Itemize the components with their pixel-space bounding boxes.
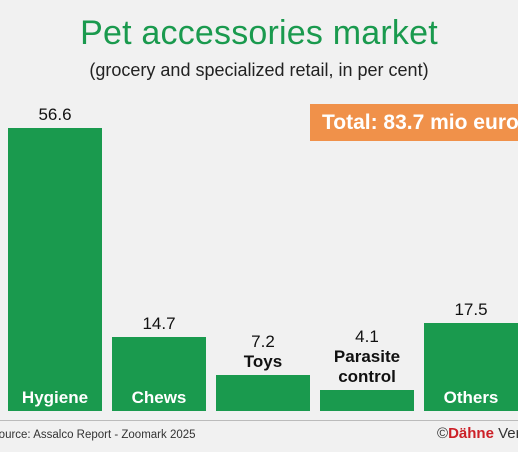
copyright-symbol: © [437, 425, 449, 442]
value-label-toys: 7.2 [251, 332, 275, 351]
category-label-toys: Toys [244, 352, 282, 371]
category-label-chews: Chews [132, 388, 187, 407]
source-note: Source: Assalco Report - Zoomark 2025 [0, 429, 196, 441]
value-label-others: 17.5 [454, 300, 487, 319]
bar-others [424, 323, 518, 411]
chart-subtitle: (grocery and specialized retail, in per … [89, 60, 429, 80]
category-label-others: Others [444, 388, 499, 407]
category-label-parasite-control-2: control [338, 367, 396, 386]
bar-chews [112, 337, 206, 411]
bar-toys [216, 375, 310, 411]
footer-divider [0, 420, 518, 421]
value-label-parasite-control: 4.1 [355, 327, 379, 346]
brand-suffix: Verlag [498, 425, 518, 442]
category-label-parasite-control-1: Parasite [334, 347, 400, 366]
bar-hygiene [8, 128, 102, 411]
category-label-hygiene: Hygiene [22, 388, 88, 407]
bar-parasite-control [320, 390, 414, 411]
value-label-hygiene: 56.6 [38, 105, 71, 124]
chart-title: Pet accessories market [80, 14, 438, 52]
publisher-brand: ©Dähne Verlag [437, 425, 518, 442]
total-annotation: Total: 83.7 mio euro [310, 104, 518, 141]
value-label-chews: 14.7 [142, 314, 175, 333]
brand-name: Dähne [448, 425, 494, 442]
